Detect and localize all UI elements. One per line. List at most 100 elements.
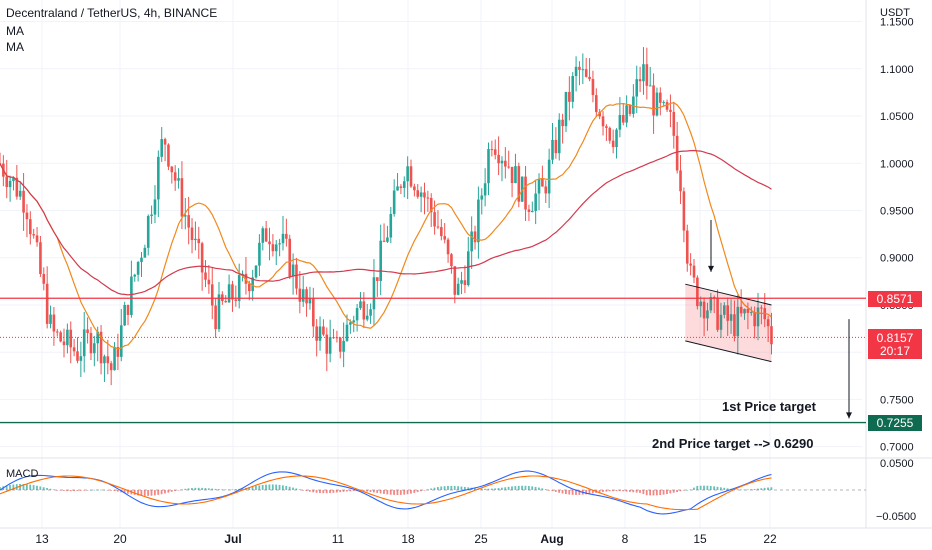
macd-histogram-bar bbox=[736, 489, 739, 491]
candle-body bbox=[568, 91, 571, 102]
candle-body bbox=[514, 166, 517, 184]
macd-histogram-bar bbox=[295, 488, 298, 490]
candle-body bbox=[402, 181, 406, 188]
macd-histogram-bar bbox=[224, 489, 227, 491]
macd-histogram-bar bbox=[686, 489, 689, 491]
macd-histogram-bar bbox=[160, 490, 163, 495]
macd-histogram-bar bbox=[531, 486, 534, 490]
candle-body bbox=[584, 69, 588, 77]
candle-body bbox=[480, 195, 484, 200]
candle-body bbox=[564, 91, 568, 127]
candle-body bbox=[126, 304, 130, 315]
macd-histogram-bar bbox=[177, 490, 180, 491]
macd-histogram-bar bbox=[19, 483, 22, 490]
candle-body bbox=[322, 326, 325, 335]
macd-histogram-bar bbox=[480, 488, 483, 490]
macd-histogram-bar bbox=[497, 488, 500, 490]
candle-body bbox=[665, 102, 669, 110]
candle-body bbox=[298, 288, 302, 302]
macd-line bbox=[0, 470, 772, 515]
macd-histogram-bar bbox=[187, 488, 190, 490]
candle-body bbox=[76, 351, 79, 361]
candle-body bbox=[712, 296, 716, 298]
candle-body bbox=[167, 144, 170, 167]
macd-histogram-bar bbox=[517, 485, 520, 490]
macd-histogram-bar bbox=[770, 487, 773, 490]
candle-body bbox=[557, 119, 561, 154]
macd-histogram-bar bbox=[352, 490, 355, 492]
symbol-title[interactable]: Decentraland / TetherUS, 4h, BINANCE bbox=[6, 6, 218, 20]
candles bbox=[0, 47, 773, 386]
macd-histogram-bar bbox=[453, 485, 456, 490]
macd-histogram-bar bbox=[767, 487, 769, 490]
candle-body bbox=[379, 240, 382, 281]
candle-body bbox=[618, 115, 622, 130]
candle-body bbox=[207, 279, 211, 285]
macd-histogram-bar bbox=[248, 487, 251, 490]
candle-body bbox=[669, 109, 672, 112]
candle-body bbox=[116, 347, 120, 357]
macd-histogram-bar bbox=[362, 490, 365, 492]
macd-histogram-bar bbox=[251, 486, 254, 490]
candle-body bbox=[150, 214, 153, 217]
macd-histogram-bar bbox=[760, 488, 763, 490]
macd-histogram-bar bbox=[743, 489, 746, 491]
candle-body bbox=[52, 314, 56, 332]
candle-body bbox=[45, 283, 49, 324]
candle-body bbox=[446, 239, 450, 255]
macd-histogram-bar bbox=[430, 488, 433, 490]
macd-histogram-bar bbox=[763, 487, 766, 490]
macd-histogram-bar bbox=[69, 490, 72, 492]
candle-body bbox=[598, 112, 601, 117]
macd-histogram-bar bbox=[147, 490, 150, 496]
candle-body bbox=[632, 96, 635, 114]
candle-body bbox=[12, 177, 15, 181]
macd-histogram-bar bbox=[369, 490, 372, 492]
macd-histogram-bar bbox=[750, 489, 753, 490]
macd-histogram-bar bbox=[258, 485, 261, 490]
ma-indicator-1[interactable]: MA bbox=[6, 24, 24, 38]
support-price-label: 0.7255 bbox=[877, 416, 914, 430]
macd-histogram-bar bbox=[76, 490, 79, 491]
macd-histogram-bar bbox=[372, 490, 375, 493]
macd-histogram-bar bbox=[137, 490, 139, 496]
macd-histogram-bar bbox=[211, 488, 214, 490]
time-tick-label: 20 bbox=[113, 532, 127, 546]
candle-body bbox=[338, 337, 342, 352]
candle-body bbox=[729, 314, 733, 321]
macd-histogram-bar bbox=[615, 490, 618, 492]
macd-histogram-bar bbox=[406, 490, 409, 495]
macd-histogram-bar bbox=[36, 485, 38, 490]
candle-body bbox=[72, 347, 76, 352]
candle-body bbox=[655, 92, 659, 116]
candle-body bbox=[180, 178, 184, 217]
macd-histogram-bar bbox=[558, 490, 561, 493]
candle-body bbox=[699, 301, 703, 307]
macd-histogram-bar bbox=[716, 486, 719, 490]
macd-histogram-bar bbox=[500, 487, 503, 490]
candle-body bbox=[530, 210, 534, 212]
macd-histogram-bar bbox=[332, 490, 335, 493]
time-tick-label: Aug bbox=[540, 532, 563, 546]
macd-histogram-bar bbox=[527, 486, 530, 490]
candle-body bbox=[527, 209, 531, 212]
macd-histogram-bar bbox=[507, 486, 510, 490]
candle-body bbox=[429, 197, 433, 213]
candle-body bbox=[177, 178, 180, 181]
ma-indicator-2[interactable]: MA bbox=[6, 40, 24, 54]
candle-body bbox=[746, 308, 750, 313]
candle-body bbox=[382, 240, 386, 242]
macd-histogram-bar bbox=[79, 490, 82, 491]
candle-body bbox=[372, 277, 376, 310]
candle-body bbox=[497, 154, 500, 164]
candle-body bbox=[719, 314, 723, 330]
candle-body bbox=[440, 227, 443, 237]
candle-body bbox=[510, 166, 514, 184]
macd-histogram-bar bbox=[669, 490, 672, 494]
macd-histogram-bar bbox=[504, 487, 507, 490]
candle-body bbox=[278, 243, 281, 245]
macd-histogram-bar bbox=[322, 490, 325, 494]
candle-body bbox=[470, 231, 473, 252]
candle-body bbox=[281, 233, 285, 244]
